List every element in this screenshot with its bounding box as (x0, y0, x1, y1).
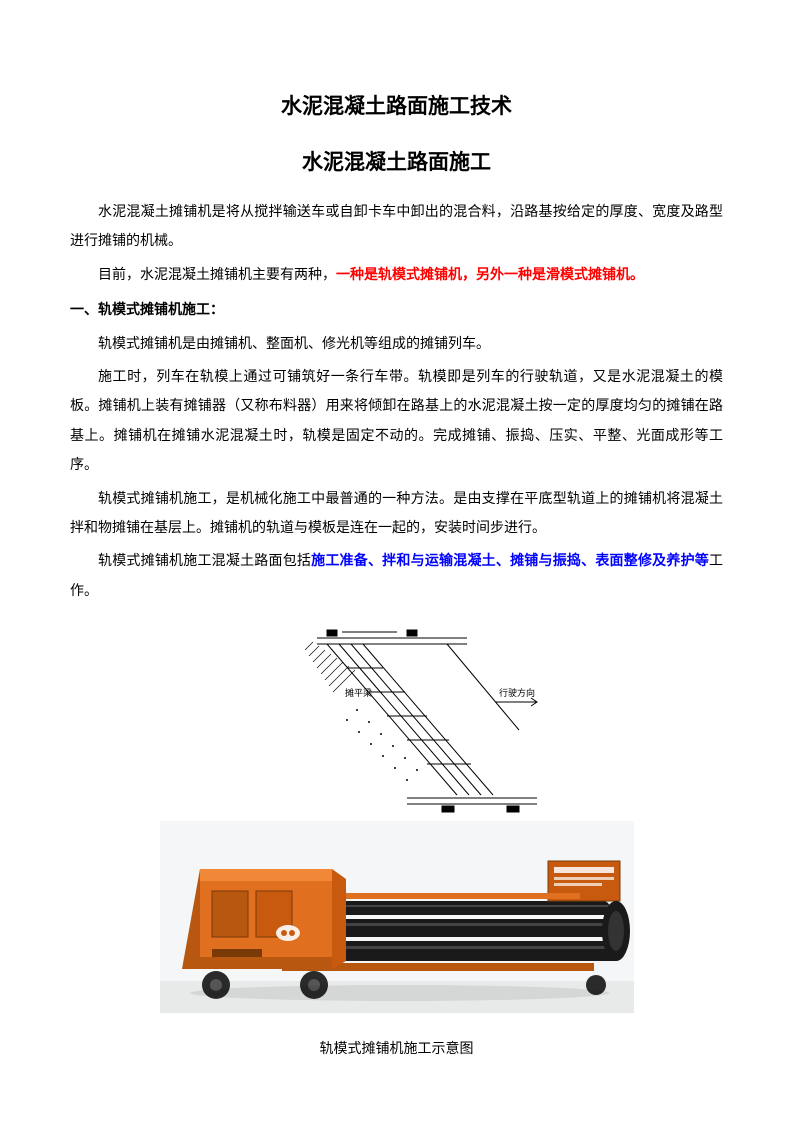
sub-title: 水泥混凝土路面施工 (70, 146, 723, 176)
diagram-label-direction: 行驶方向 (499, 687, 535, 698)
section-heading-1: 一、轨模式摊铺机施工： (70, 296, 723, 325)
figure-caption: 轨模式摊铺机施工示意图 (320, 1035, 474, 1064)
paragraph-5: 轨模式摊铺机施工，是机械化施工中最普通的一种方法。是由支撑在平底型轨道上的摊铺机… (70, 485, 723, 544)
paver-photo (160, 821, 634, 1013)
schematic-diagram: 摊平梁 行驶方向 (287, 620, 547, 815)
paragraph-4: 施工时，列车在轨模上通过可铺筑好一条行车带。轨模即是列车的行驶轨道，又是水泥混凝… (70, 363, 723, 481)
document-page: 水泥混凝土路面施工技术 水泥混凝土路面施工 水泥混凝土摊铺机是将从搅拌输送车或自… (0, 0, 793, 1128)
paragraph-6: 轨模式摊铺机施工混凝土路面包括施工准备、拌和与运输混凝土、摊铺与振捣、表面整修及… (70, 547, 723, 606)
blue-highlight: 施工准备、拌和与运输混凝土、摊铺与振捣、表面整修及养护等 (311, 554, 709, 569)
figure-block: 摊平梁 行驶方向 (70, 620, 723, 1068)
paragraph-3: 轨模式摊铺机是由摊铺机、整面机、修光机等组成的摊铺列车。 (70, 330, 723, 359)
main-title: 水泥混凝土路面施工技术 (70, 90, 723, 120)
diagram-label-main: 摊平梁 (345, 687, 372, 698)
red-highlight: 一种是轨模式摊铺机，另外一种是滑模式摊铺机。 (336, 268, 644, 283)
text-segment: 目前，水泥混凝土摊铺机主要有两种， (98, 268, 336, 283)
text-segment: 轨模式摊铺机施工混凝土路面包括 (98, 554, 311, 569)
paragraph-intro: 水泥混凝土摊铺机是将从搅拌输送车或自卸卡车中卸出的混合料，沿路基按给定的厚度、宽… (70, 198, 723, 257)
paragraph-types: 目前，水泥混凝土摊铺机主要有两种，一种是轨模式摊铺机，另外一种是滑模式摊铺机。 (70, 261, 723, 290)
